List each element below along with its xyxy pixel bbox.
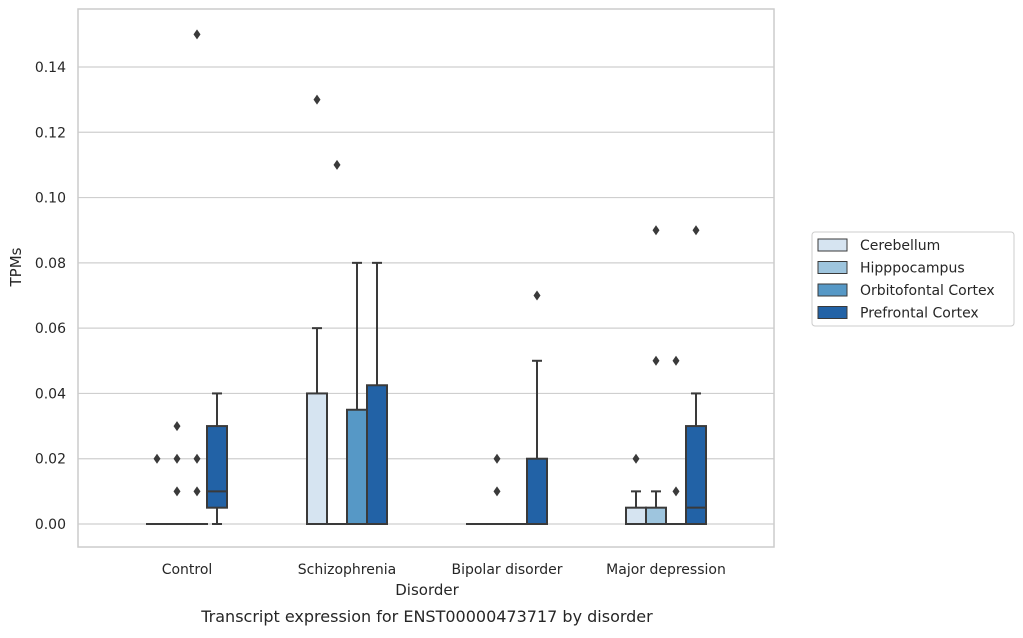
box-group bbox=[686, 225, 706, 524]
box-group bbox=[187, 29, 207, 524]
outlier-marker bbox=[334, 160, 341, 170]
y-tick-label: 0.08 bbox=[35, 256, 66, 272]
y-axis-ticks: 0.00 0.02 0.04 0.06 0.08 0.10 0.12 0.14 bbox=[35, 60, 66, 533]
outlier-marker bbox=[534, 291, 541, 301]
outlier-marker bbox=[194, 454, 201, 464]
figure-caption: Transcript expression for ENST0000047371… bbox=[200, 607, 653, 626]
box-group bbox=[527, 291, 547, 525]
box bbox=[207, 426, 227, 508]
box-group bbox=[307, 95, 327, 524]
outlier-marker bbox=[494, 486, 501, 496]
y-tick-label: 0.02 bbox=[35, 452, 66, 468]
legend: Cerebellum Hipppocampus Orbitofontal Corte… bbox=[812, 232, 1014, 326]
y-tick-label: 0.14 bbox=[35, 60, 66, 76]
legend-label: Prefrontal Cortex bbox=[860, 306, 979, 322]
legend-label: Orbitofontal Cortex bbox=[860, 283, 995, 299]
box-group bbox=[487, 454, 507, 524]
box bbox=[307, 393, 327, 524]
outlier-marker bbox=[194, 29, 201, 39]
x-axis-ticks: Control Schizophrenia Bipolar disorder Majo… bbox=[162, 562, 726, 578]
box-group bbox=[207, 393, 227, 524]
outlier-marker bbox=[174, 486, 181, 496]
y-tick-label: 0.00 bbox=[35, 517, 66, 533]
plot-frame bbox=[78, 9, 774, 547]
outlier-marker bbox=[154, 454, 161, 464]
box-group bbox=[666, 356, 686, 524]
box-group bbox=[167, 421, 187, 524]
x-tick-label: Control bbox=[162, 562, 213, 578]
box bbox=[686, 426, 706, 524]
legend-label: Hipppocampus bbox=[860, 261, 965, 277]
box-group bbox=[646, 225, 666, 524]
x-axis-label: Disorder bbox=[395, 581, 459, 599]
outlier-marker bbox=[693, 225, 700, 235]
y-tick-label: 0.10 bbox=[35, 191, 66, 207]
outlier-marker bbox=[174, 421, 181, 431]
y-tick-label: 0.06 bbox=[35, 321, 66, 337]
legend-swatch bbox=[818, 284, 847, 296]
outlier-marker bbox=[174, 454, 181, 464]
legend-swatch bbox=[818, 262, 847, 274]
y-tick-label: 0.12 bbox=[35, 125, 66, 141]
box bbox=[646, 508, 666, 524]
outlier-marker bbox=[653, 356, 660, 366]
outlier-marker bbox=[633, 454, 640, 464]
outlier-marker bbox=[673, 356, 680, 366]
box bbox=[527, 459, 547, 524]
outlier-marker bbox=[314, 95, 321, 105]
box bbox=[347, 410, 367, 524]
legend-label: Cerebellum bbox=[860, 238, 940, 254]
box-group bbox=[147, 454, 167, 524]
outlier-marker bbox=[673, 486, 680, 496]
legend-swatch bbox=[818, 307, 847, 319]
x-tick-label: Schizophrenia bbox=[298, 562, 396, 578]
box bbox=[367, 385, 387, 524]
legend-swatch bbox=[818, 239, 847, 251]
gridlines bbox=[78, 67, 774, 524]
y-tick-label: 0.04 bbox=[35, 386, 66, 402]
box-group bbox=[367, 263, 387, 524]
outlier-marker bbox=[494, 454, 501, 464]
x-tick-label: Bipolar disorder bbox=[451, 562, 562, 578]
plot-area bbox=[147, 29, 706, 524]
y-axis-label: TPMs bbox=[7, 247, 25, 287]
x-tick-label: Major depression bbox=[606, 562, 726, 578]
box-group bbox=[327, 160, 347, 524]
box bbox=[626, 508, 646, 524]
box-group bbox=[626, 454, 646, 524]
outlier-marker bbox=[194, 486, 201, 496]
outlier-marker bbox=[653, 225, 660, 235]
